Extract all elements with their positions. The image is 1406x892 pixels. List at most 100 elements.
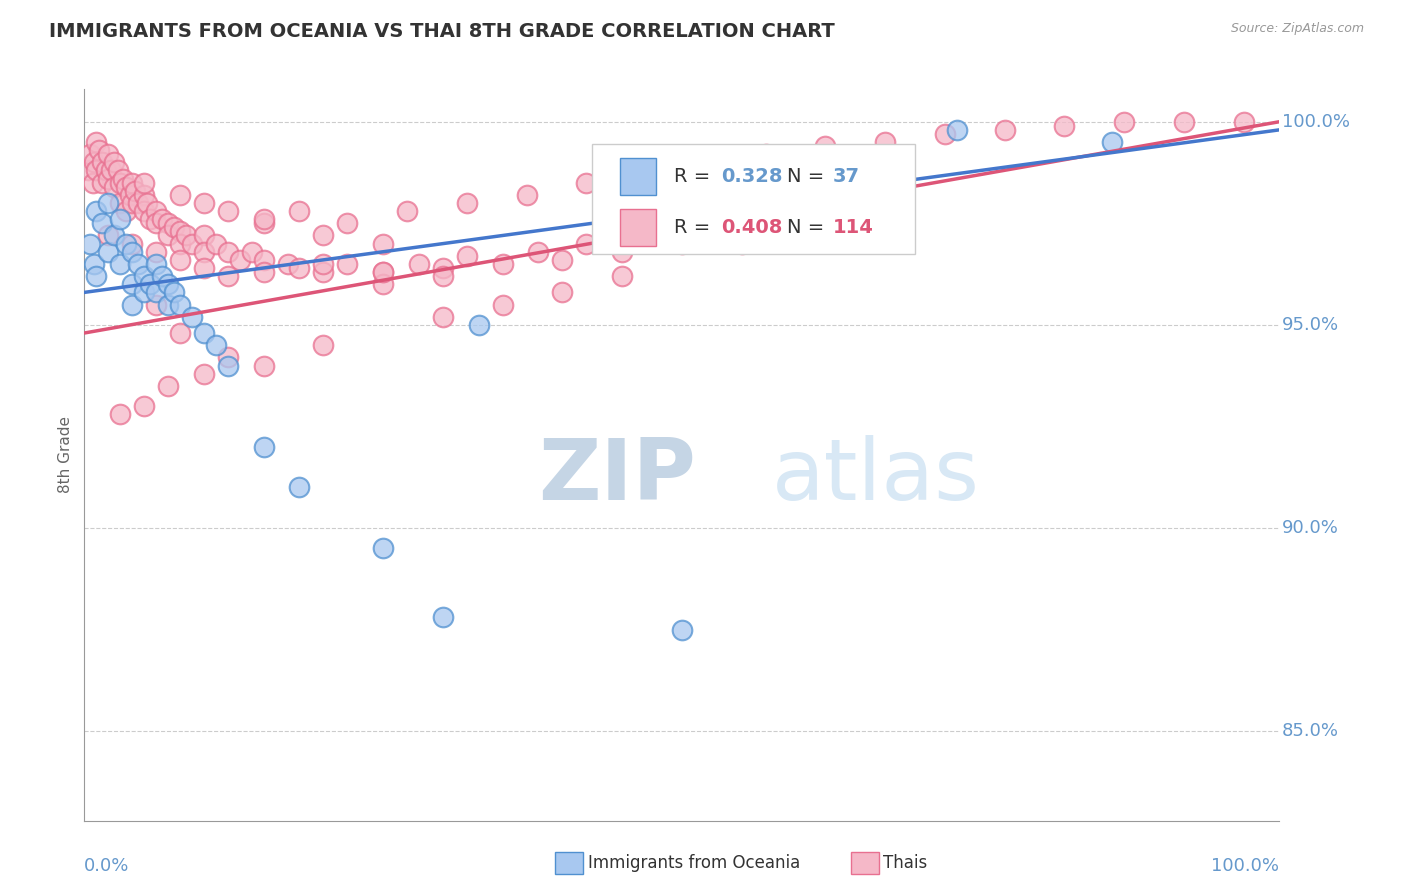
- Point: [468, 318, 491, 332]
- Point: [755, 147, 778, 161]
- Point: [193, 244, 215, 259]
- Point: [492, 297, 515, 311]
- Point: [373, 265, 395, 279]
- Point: [82, 176, 104, 190]
- Y-axis label: 8th Grade: 8th Grade: [58, 417, 73, 493]
- Point: [132, 399, 156, 413]
- Text: 0.328: 0.328: [721, 167, 783, 186]
- Point: [312, 338, 335, 352]
- Point: [111, 171, 134, 186]
- Point: [86, 163, 108, 178]
- Point: [217, 351, 239, 365]
- Point: [121, 196, 143, 211]
- Point: [396, 204, 419, 219]
- Point: [1173, 114, 1195, 128]
- Text: 90.0%: 90.0%: [1282, 519, 1339, 537]
- Point: [110, 257, 132, 271]
- Point: [671, 236, 693, 251]
- Point: [181, 310, 204, 324]
- Point: [312, 265, 335, 279]
- Point: [86, 204, 108, 219]
- Text: Immigrants from Oceania: Immigrants from Oceania: [588, 855, 800, 872]
- Point: [253, 440, 276, 454]
- Point: [432, 610, 454, 624]
- FancyBboxPatch shape: [592, 144, 915, 253]
- Point: [157, 216, 180, 230]
- Point: [217, 204, 239, 219]
- Text: Source: ZipAtlas.com: Source: ZipAtlas.com: [1230, 22, 1364, 36]
- Text: atlas: atlas: [772, 435, 980, 518]
- Point: [551, 252, 574, 267]
- Point: [97, 171, 120, 186]
- Point: [118, 187, 141, 202]
- Point: [253, 252, 276, 267]
- Text: N =: N =: [787, 167, 831, 186]
- Point: [145, 285, 167, 300]
- Point: [86, 269, 108, 284]
- Point: [79, 147, 101, 161]
- Point: [193, 260, 215, 275]
- Text: ZIP: ZIP: [538, 435, 696, 518]
- Point: [1114, 114, 1136, 128]
- Point: [97, 228, 120, 243]
- Point: [132, 269, 156, 284]
- Point: [121, 176, 143, 190]
- Point: [312, 257, 335, 271]
- Point: [1101, 135, 1123, 149]
- Text: R =: R =: [673, 218, 716, 237]
- Point: [169, 236, 191, 251]
- Point: [145, 216, 167, 230]
- Point: [97, 244, 120, 259]
- Point: [103, 179, 125, 194]
- Point: [132, 187, 156, 202]
- Point: [994, 123, 1017, 137]
- Point: [636, 163, 658, 178]
- Point: [516, 187, 538, 202]
- Point: [946, 123, 969, 137]
- Point: [731, 216, 754, 230]
- FancyBboxPatch shape: [620, 210, 655, 246]
- Point: [169, 224, 191, 238]
- Point: [145, 244, 167, 259]
- Text: 0.408: 0.408: [721, 218, 783, 237]
- Point: [91, 216, 114, 230]
- Text: 100.0%: 100.0%: [1212, 857, 1279, 875]
- Point: [934, 127, 956, 141]
- Point: [240, 244, 263, 259]
- Point: [145, 257, 167, 271]
- Point: [492, 257, 515, 271]
- Point: [181, 236, 204, 251]
- Point: [150, 269, 173, 284]
- Point: [253, 212, 276, 227]
- Point: [814, 139, 837, 153]
- Point: [205, 236, 228, 251]
- Point: [456, 249, 478, 263]
- Point: [277, 257, 299, 271]
- Point: [217, 269, 239, 284]
- Point: [169, 187, 191, 202]
- Point: [145, 204, 167, 219]
- Point: [612, 269, 634, 284]
- Point: [373, 236, 395, 251]
- Point: [163, 285, 186, 300]
- Point: [91, 155, 114, 169]
- Point: [150, 212, 173, 227]
- Point: [86, 135, 108, 149]
- FancyBboxPatch shape: [620, 158, 655, 194]
- Point: [875, 135, 897, 149]
- Point: [124, 184, 146, 198]
- Point: [110, 176, 132, 190]
- Point: [647, 228, 669, 243]
- Point: [205, 338, 228, 352]
- Point: [336, 216, 359, 230]
- Point: [163, 220, 186, 235]
- Point: [288, 260, 311, 275]
- Point: [551, 285, 574, 300]
- Point: [97, 196, 120, 211]
- Point: [253, 359, 276, 373]
- Point: [193, 367, 215, 381]
- Point: [169, 326, 191, 340]
- Text: 114: 114: [832, 218, 873, 237]
- Point: [110, 196, 132, 211]
- Point: [139, 212, 162, 227]
